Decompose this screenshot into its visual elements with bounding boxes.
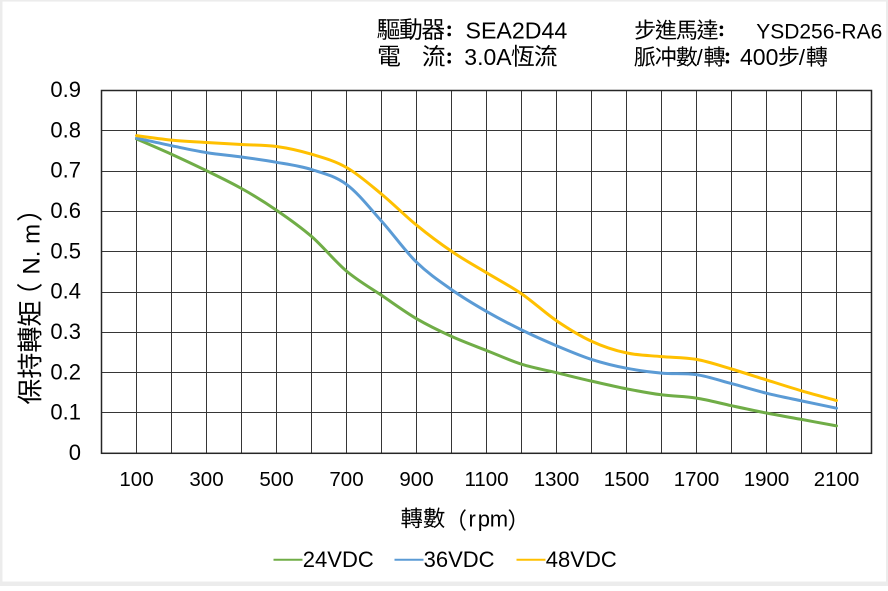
svg-text:300: 300: [189, 468, 223, 491]
svg-text:p: p: [478, 506, 490, 531]
svg-text:0: 0: [69, 440, 81, 465]
svg-text:0.1: 0.1: [50, 400, 81, 425]
svg-text:0.8: 0.8: [50, 117, 81, 142]
svg-text:0.6: 0.6: [50, 198, 81, 223]
svg-text:0.2: 0.2: [50, 359, 81, 384]
svg-text:SEA2D44: SEA2D44: [466, 17, 568, 43]
svg-text:36VDC: 36VDC: [424, 547, 495, 572]
svg-text:0.7: 0.7: [50, 158, 81, 183]
svg-text:3.0A: 3.0A: [464, 44, 512, 70]
svg-text:1700: 1700: [674, 468, 720, 491]
svg-text:r: r: [469, 506, 476, 531]
svg-text:100: 100: [119, 468, 153, 491]
svg-text:500: 500: [259, 468, 293, 491]
svg-text:0.4: 0.4: [50, 279, 81, 304]
svg-text:2100: 2100: [814, 468, 860, 491]
svg-text:0.9: 0.9: [50, 77, 81, 102]
svg-text:900: 900: [399, 468, 433, 491]
svg-text:N: N: [18, 257, 45, 274]
svg-text:.: .: [18, 251, 45, 258]
svg-text:1900: 1900: [744, 468, 790, 491]
svg-text:1100: 1100: [464, 468, 508, 491]
svg-text:700: 700: [329, 468, 363, 491]
svg-text:/: /: [799, 45, 806, 70]
svg-text:m: m: [490, 506, 508, 531]
svg-text:1500: 1500: [604, 468, 650, 491]
svg-text:/: /: [697, 45, 704, 70]
svg-text:48VDC: 48VDC: [546, 547, 617, 572]
svg-text:YSD256-RA6: YSD256-RA6: [756, 20, 882, 43]
svg-text:m: m: [18, 224, 45, 244]
svg-text:24VDC: 24VDC: [303, 547, 374, 572]
svg-text:0.3: 0.3: [50, 319, 81, 344]
svg-text:400: 400: [740, 44, 778, 70]
svg-text:0.5: 0.5: [50, 238, 81, 263]
svg-text:1300: 1300: [534, 468, 580, 491]
